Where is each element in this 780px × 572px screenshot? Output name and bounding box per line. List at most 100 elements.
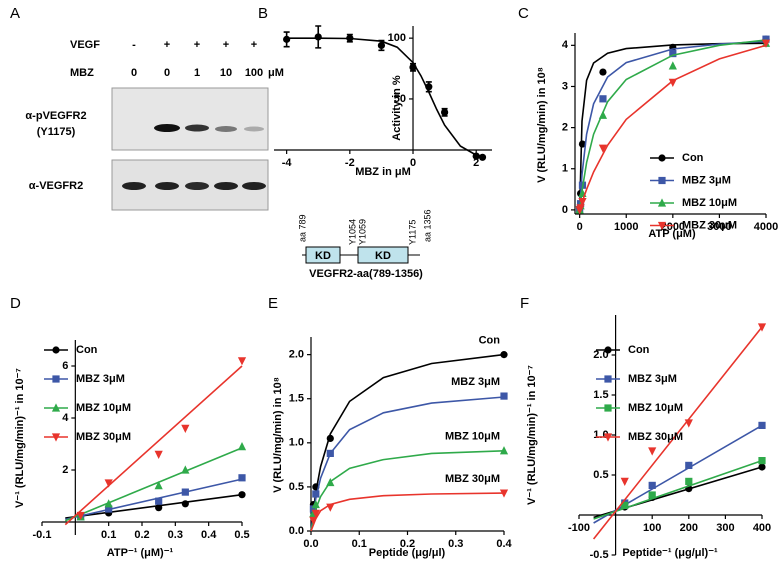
legend-marker xyxy=(52,346,60,354)
y-tick-label: 0.0 xyxy=(289,525,304,537)
lane-label: 10 xyxy=(220,67,232,79)
data-point xyxy=(181,465,190,474)
lane-label: 0 xyxy=(131,67,137,79)
legend-label: MBZ 3μM xyxy=(76,373,125,385)
data-point xyxy=(326,434,334,443)
data-point xyxy=(346,34,354,42)
data-point xyxy=(326,449,334,457)
data-point xyxy=(620,477,629,486)
fit-curve xyxy=(593,459,763,520)
y-axis-label: V⁻¹ (RLU/mg/min)⁻¹ in 10⁻⁷ xyxy=(14,368,26,508)
antibody-label: α-pVEGFR2 xyxy=(25,110,86,122)
site-label: Y1054 xyxy=(347,219,357,245)
legend-marker xyxy=(51,433,61,442)
data-point xyxy=(599,95,607,103)
fit-curve xyxy=(578,44,767,211)
series-label: MBZ 3μM xyxy=(451,376,500,388)
treatment-label: VEGF xyxy=(70,39,100,51)
blot-membrane xyxy=(111,87,269,151)
data-point xyxy=(758,463,766,471)
lane-label: + xyxy=(251,39,257,51)
blot-panel: VEGF - + + + + MBZ 0 0 1 10 100 μM α-pVE… xyxy=(25,39,284,211)
x-tick-label: 0.4 xyxy=(496,538,512,550)
y-tick-label: 4 xyxy=(562,39,569,51)
data-point xyxy=(155,504,163,512)
data-point xyxy=(311,509,320,518)
fit-curve xyxy=(310,492,505,532)
data-point xyxy=(500,392,508,400)
y-tick-label: -0.5 xyxy=(590,549,609,561)
blot-band xyxy=(242,182,266,190)
data-point xyxy=(181,424,190,433)
y-axis-label: V⁻¹ (RLU/mg/min)⁻¹ in 10⁻⁷ xyxy=(526,365,538,505)
x-axis-label: Peptide (μg/μl) xyxy=(369,547,446,559)
panel-label: E xyxy=(268,295,278,312)
panel-label: C xyxy=(518,5,529,22)
x-tick-label: 2 xyxy=(473,157,479,169)
legend-label: MBZ 10μM xyxy=(682,197,737,209)
y-tick-label: 1.0 xyxy=(593,429,608,441)
data-point xyxy=(104,479,113,488)
fit-curve xyxy=(592,326,763,540)
lane-label: 1 xyxy=(194,67,200,79)
y-tick-label: 3 xyxy=(562,80,568,92)
legend-label: MBZ 3μM xyxy=(628,373,677,385)
data-point xyxy=(499,446,509,455)
data-point xyxy=(154,450,163,459)
blot-band xyxy=(244,126,264,132)
x-axis-label: ATP⁻¹ (μM)⁻¹ xyxy=(107,547,174,559)
legend-label: Con xyxy=(682,152,704,164)
fit-curve xyxy=(65,493,243,519)
lane-label: + xyxy=(164,39,170,51)
data-point xyxy=(238,474,246,482)
kinase-domain xyxy=(305,246,341,264)
panel-label: B xyxy=(258,5,268,22)
series-label: MBZ 30μM xyxy=(445,473,500,485)
legend-marker xyxy=(604,404,612,412)
site-label: Y1059 xyxy=(357,219,367,245)
y-tick-label: 2.0 xyxy=(289,349,304,361)
data-point xyxy=(312,490,320,498)
y-tick-label: 0.5 xyxy=(289,481,304,493)
x-tick-label: 0.2 xyxy=(400,538,415,550)
data-point xyxy=(621,501,629,509)
data-point xyxy=(377,41,386,50)
data-point xyxy=(283,35,291,43)
data-point xyxy=(685,461,693,469)
lane-label: 0 xyxy=(164,67,170,79)
y-tick-label: 0.5 xyxy=(593,469,608,481)
kinase-domain xyxy=(357,246,409,264)
legend-marker xyxy=(603,433,613,442)
legend-marker xyxy=(657,221,667,231)
x-tick-label: 0.1 xyxy=(352,538,367,550)
x-tick-label: 0.3 xyxy=(168,529,183,541)
x-tick-label: 300 xyxy=(716,522,734,534)
y-axis-label: V (RLU/mg/min) in 10⁸ xyxy=(272,377,284,493)
y-tick-label: 0 xyxy=(562,204,568,216)
x-tick-label: -100 xyxy=(568,522,590,534)
residue-label: aa 1356 xyxy=(422,209,432,242)
blot-band xyxy=(185,182,209,190)
data-point xyxy=(685,477,693,485)
panel-label: D xyxy=(10,295,21,312)
domain-label: KD xyxy=(375,250,391,262)
data-point xyxy=(326,503,335,512)
data-point xyxy=(309,516,318,526)
data-point xyxy=(500,351,508,359)
data-point xyxy=(237,357,247,366)
data-point xyxy=(181,488,189,496)
blot-band xyxy=(185,124,209,132)
x-tick-label: -4 xyxy=(282,157,293,169)
construct-diagram: KD KD aa 789 Y1054 Y1059 Y1175 aa 1356 V… xyxy=(297,209,432,279)
legend-label: MBZ 10μM xyxy=(76,402,131,414)
data-point xyxy=(757,323,767,332)
blot-band xyxy=(215,126,237,132)
x-tick-label: 0 xyxy=(577,221,583,233)
series-label: Con xyxy=(479,335,501,347)
data-point xyxy=(648,491,656,499)
fit-curve xyxy=(578,39,767,210)
data-point xyxy=(758,421,766,429)
data-point xyxy=(478,153,487,161)
antibody-label: α-VEGFR2 xyxy=(29,180,83,192)
construct-caption: VEGFR2-aa(789-1356) xyxy=(309,268,423,280)
